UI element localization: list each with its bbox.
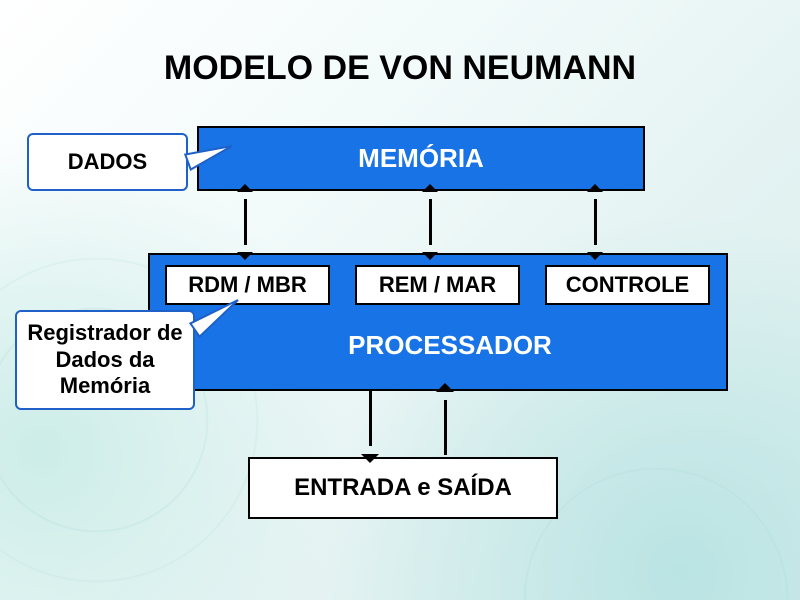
controle-label: CONTROLE xyxy=(566,272,689,298)
rem-label: REM / MAR xyxy=(379,272,496,298)
registrador-box: Registrador de Dados da Memória xyxy=(15,310,195,410)
rdm-box: RDM / MBR xyxy=(165,265,330,305)
rem-box: REM / MAR xyxy=(355,265,520,305)
dados-box: DADOS xyxy=(27,133,188,191)
processador-label: PROCESSADOR xyxy=(300,325,600,365)
registrador-label: Registrador de Dados da Memória xyxy=(17,316,193,403)
diagram-title: MODELO DE VON NEUMANN xyxy=(0,49,800,88)
dados-label: DADOS xyxy=(68,149,147,175)
entrada-saida-box: ENTRADA e SAÍDA xyxy=(248,457,558,519)
entrada-saida-label: ENTRADA e SAÍDA xyxy=(294,474,512,502)
processador-text: PROCESSADOR xyxy=(348,330,552,361)
memoria-box: MEMÓRIA xyxy=(197,126,645,191)
rdm-label: RDM / MBR xyxy=(188,272,307,298)
memoria-label: MEMÓRIA xyxy=(358,143,484,174)
controle-box: CONTROLE xyxy=(545,265,710,305)
